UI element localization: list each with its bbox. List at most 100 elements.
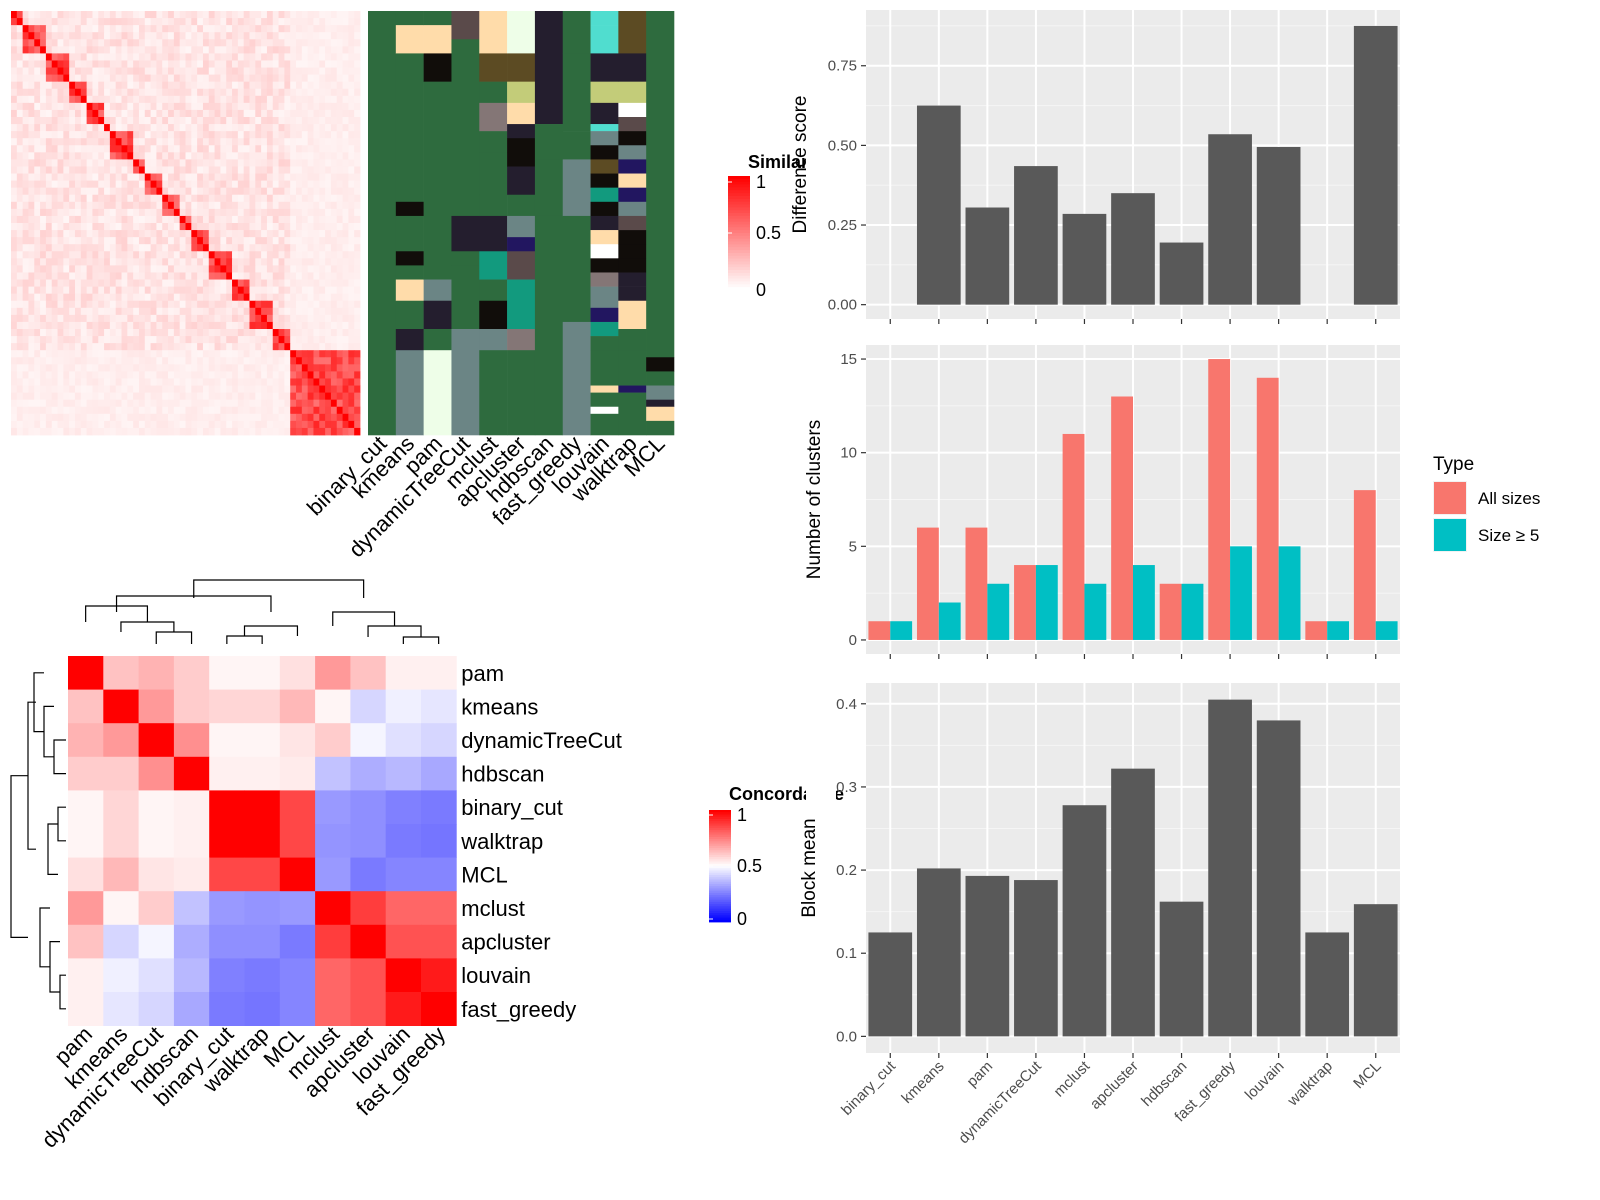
similarity-cell — [74, 46, 82, 54]
similarity-cell — [284, 392, 291, 401]
bar-walktrap — [1327, 621, 1350, 640]
similarity-cell — [301, 385, 309, 393]
similarity-cell — [191, 117, 198, 125]
similarity-cell — [121, 201, 128, 210]
similarity-cell — [226, 46, 233, 54]
similarity-cell — [45, 39, 53, 47]
bar-walktrap — [1305, 932, 1350, 1037]
similarity-cell — [144, 131, 151, 139]
similarity-cell — [220, 251, 227, 259]
similarity-cell — [115, 18, 122, 26]
concordance-cell — [385, 756, 422, 791]
concordance-legend-swatch — [709, 816, 731, 820]
similarity-cell — [307, 223, 314, 231]
similarity-cell — [127, 109, 134, 118]
similarity-cell — [51, 357, 58, 365]
similarity-cell — [156, 53, 163, 61]
similarity-cell — [272, 159, 279, 167]
bar-pam — [965, 875, 1010, 1037]
similarity-cell — [266, 279, 274, 287]
similarity-cell — [34, 166, 41, 174]
similarity-cell — [336, 67, 343, 75]
similarity-cell — [261, 208, 268, 217]
similarity-cell — [197, 74, 204, 83]
similarity-cell — [69, 117, 76, 125]
similarity-cell — [185, 413, 192, 422]
similarity-cell — [121, 385, 128, 393]
similarity-cell — [202, 314, 210, 323]
similarity-cell — [168, 124, 175, 132]
similarity-cell — [22, 420, 29, 429]
annotation-cell-mclust — [479, 81, 508, 104]
similarity-cell — [307, 244, 314, 252]
similarity-cell — [16, 314, 24, 323]
similarity-cell — [98, 95, 105, 104]
similarity-cell — [121, 11, 128, 19]
similarity-cell — [261, 39, 268, 47]
similarity-cell — [197, 166, 204, 174]
similarity-cell — [185, 138, 192, 146]
similarity-cell — [232, 60, 239, 68]
concordance-legend-swatch — [709, 834, 731, 838]
similarity-cell — [208, 230, 215, 238]
concordance-legend-swatch — [709, 852, 731, 856]
bar-MCL — [1353, 904, 1398, 1037]
similarity-cell — [243, 413, 250, 422]
similarity-cell — [51, 152, 58, 160]
concordance-cell — [279, 723, 316, 758]
concordance-cell — [385, 790, 422, 825]
similarity-cell — [272, 67, 279, 75]
concordance-legend-swatch — [709, 830, 731, 833]
similarity-cell — [45, 378, 53, 386]
similarity-cell — [173, 124, 181, 132]
similarity-cell — [197, 25, 204, 33]
annotation-cell-walktrap — [618, 81, 647, 104]
similarity-cell — [307, 371, 314, 379]
similarity-cell — [214, 279, 221, 287]
similarity-cell — [330, 300, 338, 309]
similarity-cell — [255, 378, 262, 386]
similarity-cell — [22, 39, 29, 47]
similarity-cell — [266, 145, 274, 153]
similarity-cell — [138, 378, 146, 386]
similarity-cell — [45, 53, 53, 61]
similarity-cell — [80, 223, 88, 231]
similarity-cell — [92, 392, 99, 401]
similarity-cell — [342, 307, 349, 316]
similarity-cell — [348, 102, 355, 111]
similarity-cell — [232, 138, 239, 146]
similarity-cell — [336, 18, 343, 26]
similarity-cell — [226, 109, 233, 118]
similarity-cell — [197, 293, 204, 302]
similarity-cell — [57, 293, 64, 302]
similarity-cell — [266, 124, 274, 132]
similarity-cell — [237, 138, 245, 146]
similarity-cell — [243, 25, 250, 33]
similarity-cell — [296, 314, 303, 323]
similarity-cell — [232, 272, 239, 280]
similarity-cell — [109, 265, 117, 273]
similarity-cell — [162, 208, 169, 217]
similarity-cell — [11, 350, 18, 358]
similarity-cell — [220, 413, 227, 422]
similarity-cell — [179, 392, 186, 401]
similarity-cell — [86, 166, 93, 174]
similarity-cell — [109, 364, 117, 372]
similarity-cell — [127, 95, 134, 104]
similarity-cell — [197, 343, 204, 351]
concordance-cell — [244, 756, 281, 791]
similarity-cell — [133, 138, 140, 146]
similarity-cell — [133, 159, 140, 167]
bar-kmeans — [916, 527, 939, 640]
similarity-cell — [144, 230, 151, 238]
similarity-cell — [104, 321, 111, 330]
similarity-cell — [296, 152, 303, 160]
similarity-cell — [179, 399, 186, 408]
similarity-cell — [45, 237, 53, 245]
similarity-cell — [266, 321, 274, 330]
similarity-cell — [40, 39, 47, 47]
similarity-cell — [325, 385, 332, 393]
similarity-cell — [249, 272, 256, 280]
similarity-cell — [80, 138, 88, 146]
similarity-cell — [127, 392, 134, 401]
